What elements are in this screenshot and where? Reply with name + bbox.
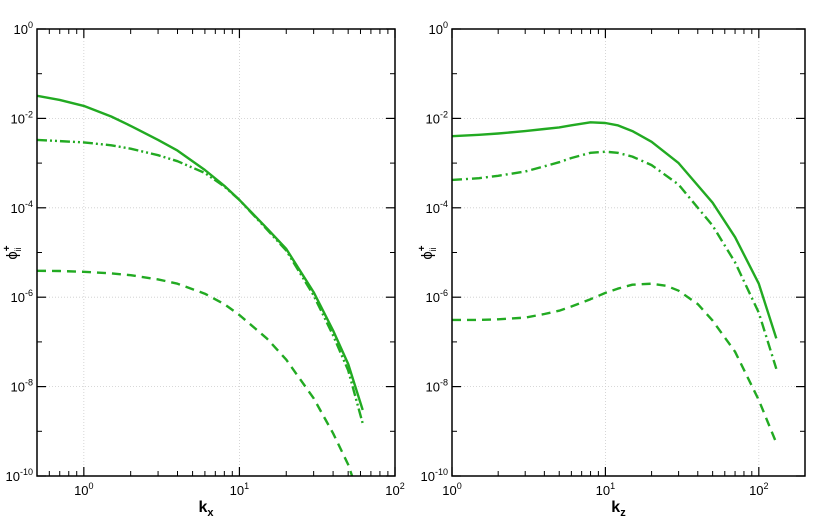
x-tick-label-exponent: 1	[244, 481, 249, 491]
x-axis-label-subscript: x	[207, 507, 214, 519]
y-axis-label-superscript: +	[417, 245, 428, 251]
series-line-dashdotdot	[37, 138, 364, 424]
y-axis-label-main: ϕ	[419, 251, 436, 259]
y-tick-label-exponent: -2	[440, 109, 448, 119]
y-axis-label-superscript: +	[2, 245, 13, 251]
y-tick-label: 100	[14, 20, 33, 37]
x-tick-label-exponent: 2	[400, 481, 405, 491]
y-tick-label: 10-10	[6, 467, 33, 484]
x-axis-label: kz	[611, 499, 626, 519]
x-tick-label: 101	[596, 481, 615, 498]
y-tick-label-base: 10	[14, 22, 28, 37]
x-axis-label: kx	[198, 499, 214, 519]
series-line-solid	[452, 121, 778, 339]
plot-frame	[36, 28, 396, 477]
x-tick-label-base: 10	[230, 483, 244, 498]
y-tick-label-base: 10	[11, 201, 25, 216]
y-tick-label-base: 10	[11, 380, 25, 395]
y-tick-label-exponent: -10	[20, 467, 33, 477]
y-axis-label-subscript: ii	[13, 247, 23, 251]
y-tick-label-base: 10	[421, 469, 435, 484]
y-tick-label-base: 10	[429, 22, 443, 37]
x-tick-label: 100	[74, 481, 93, 498]
y-tick-label-exponent: -4	[440, 199, 448, 209]
series-line-dashed	[452, 282, 778, 444]
y-tick-label-exponent: -8	[25, 378, 33, 388]
y-axis-label-main: ϕ	[4, 251, 21, 259]
y-tick-label: 100	[429, 20, 448, 37]
x-axis-label-subscript: z	[620, 507, 626, 519]
x-tick-label-base: 10	[596, 483, 610, 498]
y-tick-label: 10-6	[426, 288, 448, 305]
y-tick-label-exponent: -6	[440, 288, 448, 298]
series-line-dashdot	[452, 150, 778, 370]
x-tick-label-base: 10	[442, 483, 456, 498]
y-tick-label-exponent: -8	[440, 378, 448, 388]
y-tick-label: 10-8	[11, 378, 33, 395]
x-axis-label-main: k	[611, 499, 620, 516]
x-tick-label: 100	[442, 481, 461, 498]
x-tick-label: 101	[230, 481, 249, 498]
series-line-dashed	[37, 269, 354, 476]
data-layer	[452, 121, 778, 444]
y-tick-label-exponent: -6	[25, 288, 33, 298]
x-tick-label-exponent: 1	[610, 481, 615, 491]
y-tick-label-base: 10	[426, 290, 440, 305]
y-tick-label-base: 10	[6, 469, 20, 484]
x-tick-label: 102	[385, 481, 404, 498]
x-tick-label-base: 10	[385, 483, 399, 498]
y-tick-label-base: 10	[426, 201, 440, 216]
y-axis-label: ϕ+ii	[2, 245, 23, 259]
y-tick-label-exponent: -10	[435, 467, 448, 477]
y-tick-label-exponent: 0	[28, 20, 33, 30]
series-line-solid	[37, 94, 364, 411]
y-tick-label-base: 10	[426, 380, 440, 395]
y-tick-label: 10-6	[11, 288, 33, 305]
y-tick-label-exponent: -4	[25, 199, 33, 209]
y-tick-label: 10-4	[11, 199, 33, 216]
x-tick-label-exponent: 0	[89, 481, 94, 491]
x-tick-label-base: 10	[74, 483, 88, 498]
plot-frame	[451, 28, 806, 477]
y-tick-label-base: 10	[11, 111, 25, 126]
y-tick-label: 10-2	[426, 109, 448, 126]
x-tick-label-exponent: 2	[764, 481, 769, 491]
y-axis-label: ϕ+ii	[417, 245, 438, 259]
data-layer	[37, 94, 364, 476]
x-tick-label-exponent: 0	[457, 481, 462, 491]
x-tick-label: 102	[749, 481, 768, 498]
x-tick-label-base: 10	[749, 483, 763, 498]
y-tick-label: 10-8	[426, 378, 448, 395]
y-tick-label-exponent: 0	[443, 20, 448, 30]
y-axis-label-subscript: ii	[428, 247, 438, 251]
y-tick-label-base: 10	[426, 111, 440, 126]
x-axis-label-main: k	[198, 499, 207, 516]
y-tick-label: 10-4	[426, 199, 448, 216]
y-tick-label-exponent: -2	[25, 109, 33, 119]
y-tick-label-base: 10	[11, 290, 25, 305]
y-tick-label: 10-10	[421, 467, 448, 484]
y-tick-label: 10-2	[11, 109, 33, 126]
